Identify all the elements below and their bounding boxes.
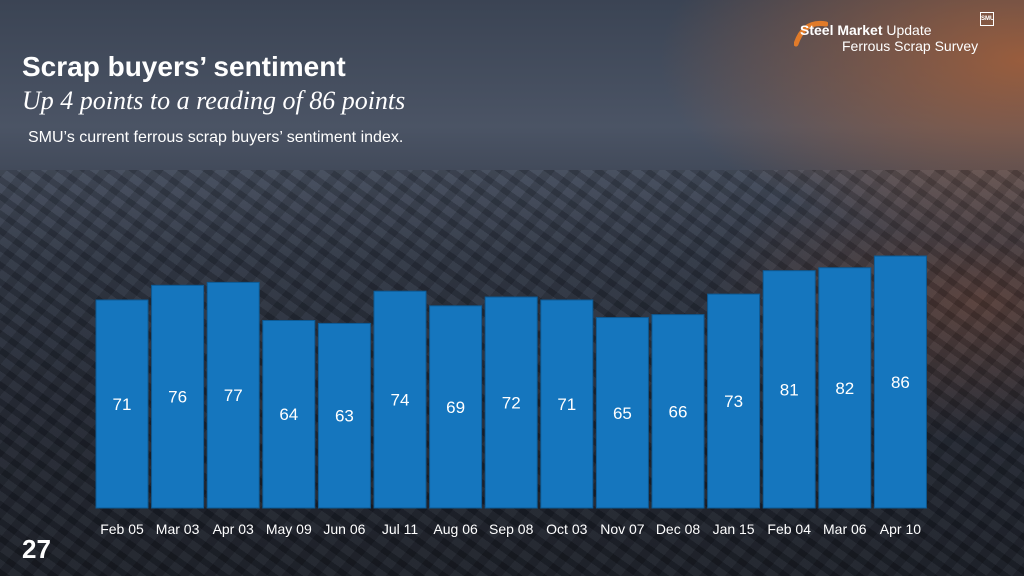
page-number: 27: [22, 534, 51, 564]
x-tick-label: May 09: [266, 521, 312, 537]
x-tick-label: Oct 03: [546, 521, 587, 537]
data-label: 66: [669, 402, 688, 421]
x-tick-label: Apr 10: [880, 521, 921, 537]
x-tick-label: Nov 07: [600, 521, 645, 537]
slide-title: Scrap buyers’ sentiment: [22, 51, 346, 82]
slide-description: SMU’s current ferrous scrap buyers’ sent…: [28, 129, 404, 146]
bar-dec-08: [651, 314, 705, 509]
data-label: 64: [279, 405, 298, 424]
x-tick-label: Jun 06: [323, 521, 365, 537]
logo-brand-bold: Steel Market: [800, 22, 883, 38]
x-tick-label: Jul 11: [382, 521, 419, 537]
logo-brand-text: Steel Market Update: [800, 22, 932, 38]
logo-swoosh-icon: [794, 20, 828, 47]
x-tick-label: Mar 03: [156, 521, 200, 537]
bar-apr-10: [873, 255, 927, 509]
x-tick-label: Feb 05: [100, 521, 144, 537]
bar-aug-06: [429, 305, 483, 509]
bar-jul-11: [373, 290, 427, 509]
bar-feb-04: [762, 270, 816, 509]
data-label: 63: [335, 407, 354, 426]
data-label: 69: [446, 398, 465, 417]
logo-brand-light: Update: [882, 22, 932, 38]
data-label: 65: [613, 404, 632, 423]
slide-subtitle: Up 4 points to a reading of 86 points: [22, 86, 406, 115]
bar-mar-06: [818, 267, 872, 509]
data-label: 71: [113, 395, 132, 414]
data-label: 73: [724, 392, 743, 411]
logo-badge: SMU: [980, 12, 994, 26]
bar-feb-05: [95, 299, 149, 509]
x-tick-label: Dec 08: [656, 521, 701, 537]
x-tick-label: Apr 03: [213, 521, 254, 537]
data-label: 71: [557, 395, 576, 414]
bar-may-09: [262, 319, 316, 509]
bar-sep-08: [484, 296, 538, 509]
data-label: 82: [835, 379, 854, 398]
data-label: 77: [224, 386, 243, 405]
x-tick-label: Feb 04: [767, 521, 811, 537]
bar-oct-03: [540, 299, 594, 509]
logo-survey-text: Ferrous Scrap Survey: [842, 38, 979, 54]
data-label: 76: [168, 388, 187, 407]
bar-apr-03: [206, 281, 260, 509]
bar-jan-15: [707, 293, 761, 509]
x-tick-label: Jan 15: [713, 521, 755, 537]
bar-mar-03: [151, 284, 205, 509]
x-tick-label: Aug 06: [433, 521, 478, 537]
steel-market-update-logo: Steel Market Update Ferrous Scrap Survey…: [794, 12, 994, 54]
data-label: 72: [502, 394, 521, 413]
bar-nov-07: [595, 317, 649, 509]
data-label: 81: [780, 380, 799, 399]
x-tick-label: Mar 06: [823, 521, 867, 537]
data-label: 86: [891, 373, 910, 392]
bar-jun-06: [317, 322, 371, 509]
x-tick-label: Sep 08: [489, 521, 534, 537]
data-label: 74: [391, 391, 410, 410]
